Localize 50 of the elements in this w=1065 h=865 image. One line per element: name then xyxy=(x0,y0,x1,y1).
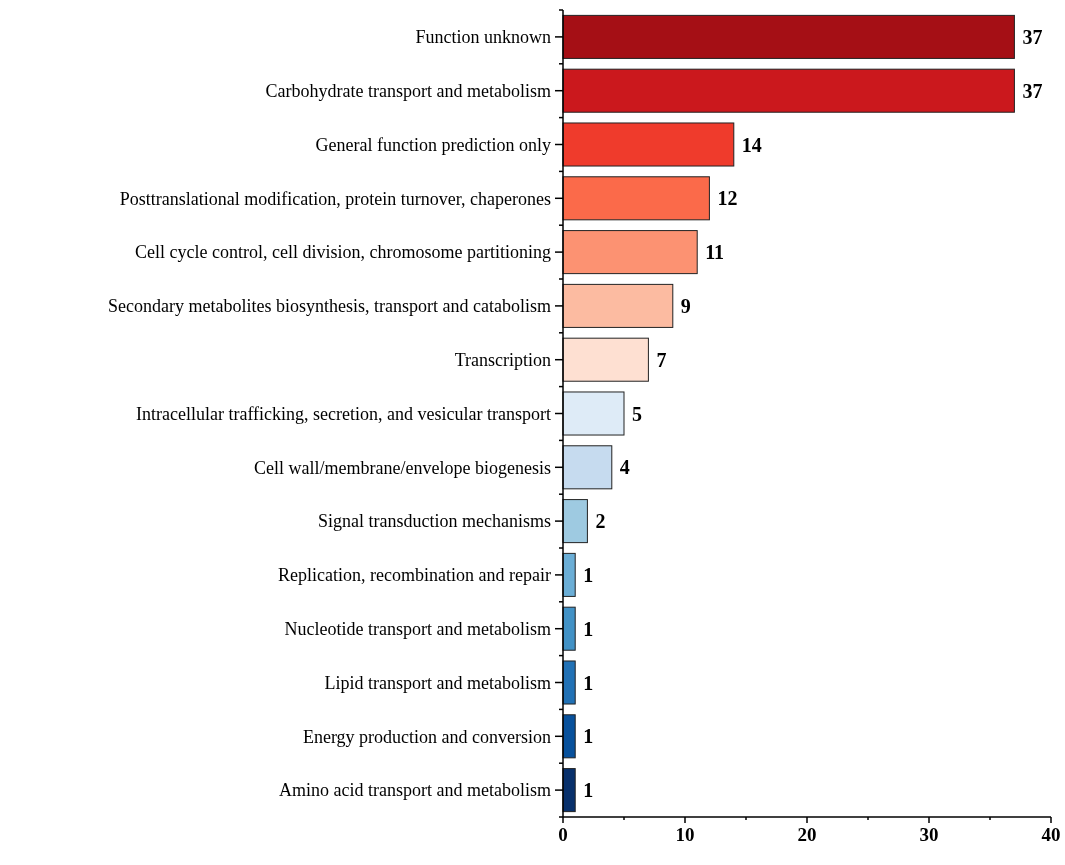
bar xyxy=(562,176,710,221)
data-label: 7 xyxy=(656,348,667,371)
data-label: 2 xyxy=(595,510,606,533)
bar xyxy=(562,68,1015,113)
data-label: 5 xyxy=(632,402,642,425)
data-label: 14 xyxy=(741,133,762,156)
data-label: 4 xyxy=(619,456,630,479)
y-tick-label: Transcription xyxy=(454,350,551,370)
x-tick-label: 0 xyxy=(558,824,568,845)
bar xyxy=(562,283,674,328)
bar xyxy=(562,660,576,705)
x-tick-label: 40 xyxy=(1041,824,1061,845)
data-label: 1 xyxy=(583,725,594,748)
y-tick-label: Replication, recombination and repair xyxy=(278,565,551,586)
y-tick-label: Secondary metabolites biosynthesis, transport and catabolism xyxy=(108,296,551,317)
bar xyxy=(562,14,1015,59)
bar xyxy=(562,552,576,597)
bar xyxy=(562,499,588,544)
y-tick-label: Nucleotide transport and metabolism xyxy=(284,619,551,639)
y-tick-label: Cell wall/membrane/envelope biogenesis xyxy=(254,457,551,478)
bar xyxy=(562,606,576,651)
y-tick-label: Lipid transport and metabolism xyxy=(324,672,551,693)
bar xyxy=(562,337,649,382)
bar xyxy=(562,230,698,275)
y-tick-label: Intracellular trafficking, secretion, and vesicular transport xyxy=(136,403,551,424)
data-label: 1 xyxy=(583,617,594,640)
y-tick-label: Posttranslational modification, protein turnover, chaperones xyxy=(119,188,551,209)
data-label: 1 xyxy=(583,779,594,802)
data-label: 37 xyxy=(1022,25,1043,48)
data-label: 11 xyxy=(705,241,725,264)
y-tick-label: Carbohydrate transport and metabolism xyxy=(265,81,551,101)
y-tick-label: General function prediction only xyxy=(315,134,551,155)
y-tick-label: Cell cycle control, cell division, chromosome partitioning xyxy=(135,242,551,263)
y-tick-label: Amino acid transport and metabolism xyxy=(279,780,551,801)
bar xyxy=(562,714,576,759)
x-tick-label: 10 xyxy=(675,824,695,845)
bar xyxy=(562,445,613,490)
data-label: 37 xyxy=(1022,79,1043,102)
bar xyxy=(562,768,576,813)
y-tick-label: Function unknown xyxy=(415,27,551,48)
data-label: 1 xyxy=(583,671,594,694)
y-tick-label: Signal transduction mechanisms xyxy=(318,511,551,532)
x-tick-label: 20 xyxy=(797,824,817,845)
y-tick-label: Energy production and conversion xyxy=(302,726,551,747)
bar xyxy=(562,122,735,167)
bar xyxy=(562,391,625,436)
data-label: 1 xyxy=(583,563,594,586)
data-label: 12 xyxy=(717,187,738,210)
data-label: 9 xyxy=(680,294,691,317)
x-tick-label: 30 xyxy=(919,824,939,845)
